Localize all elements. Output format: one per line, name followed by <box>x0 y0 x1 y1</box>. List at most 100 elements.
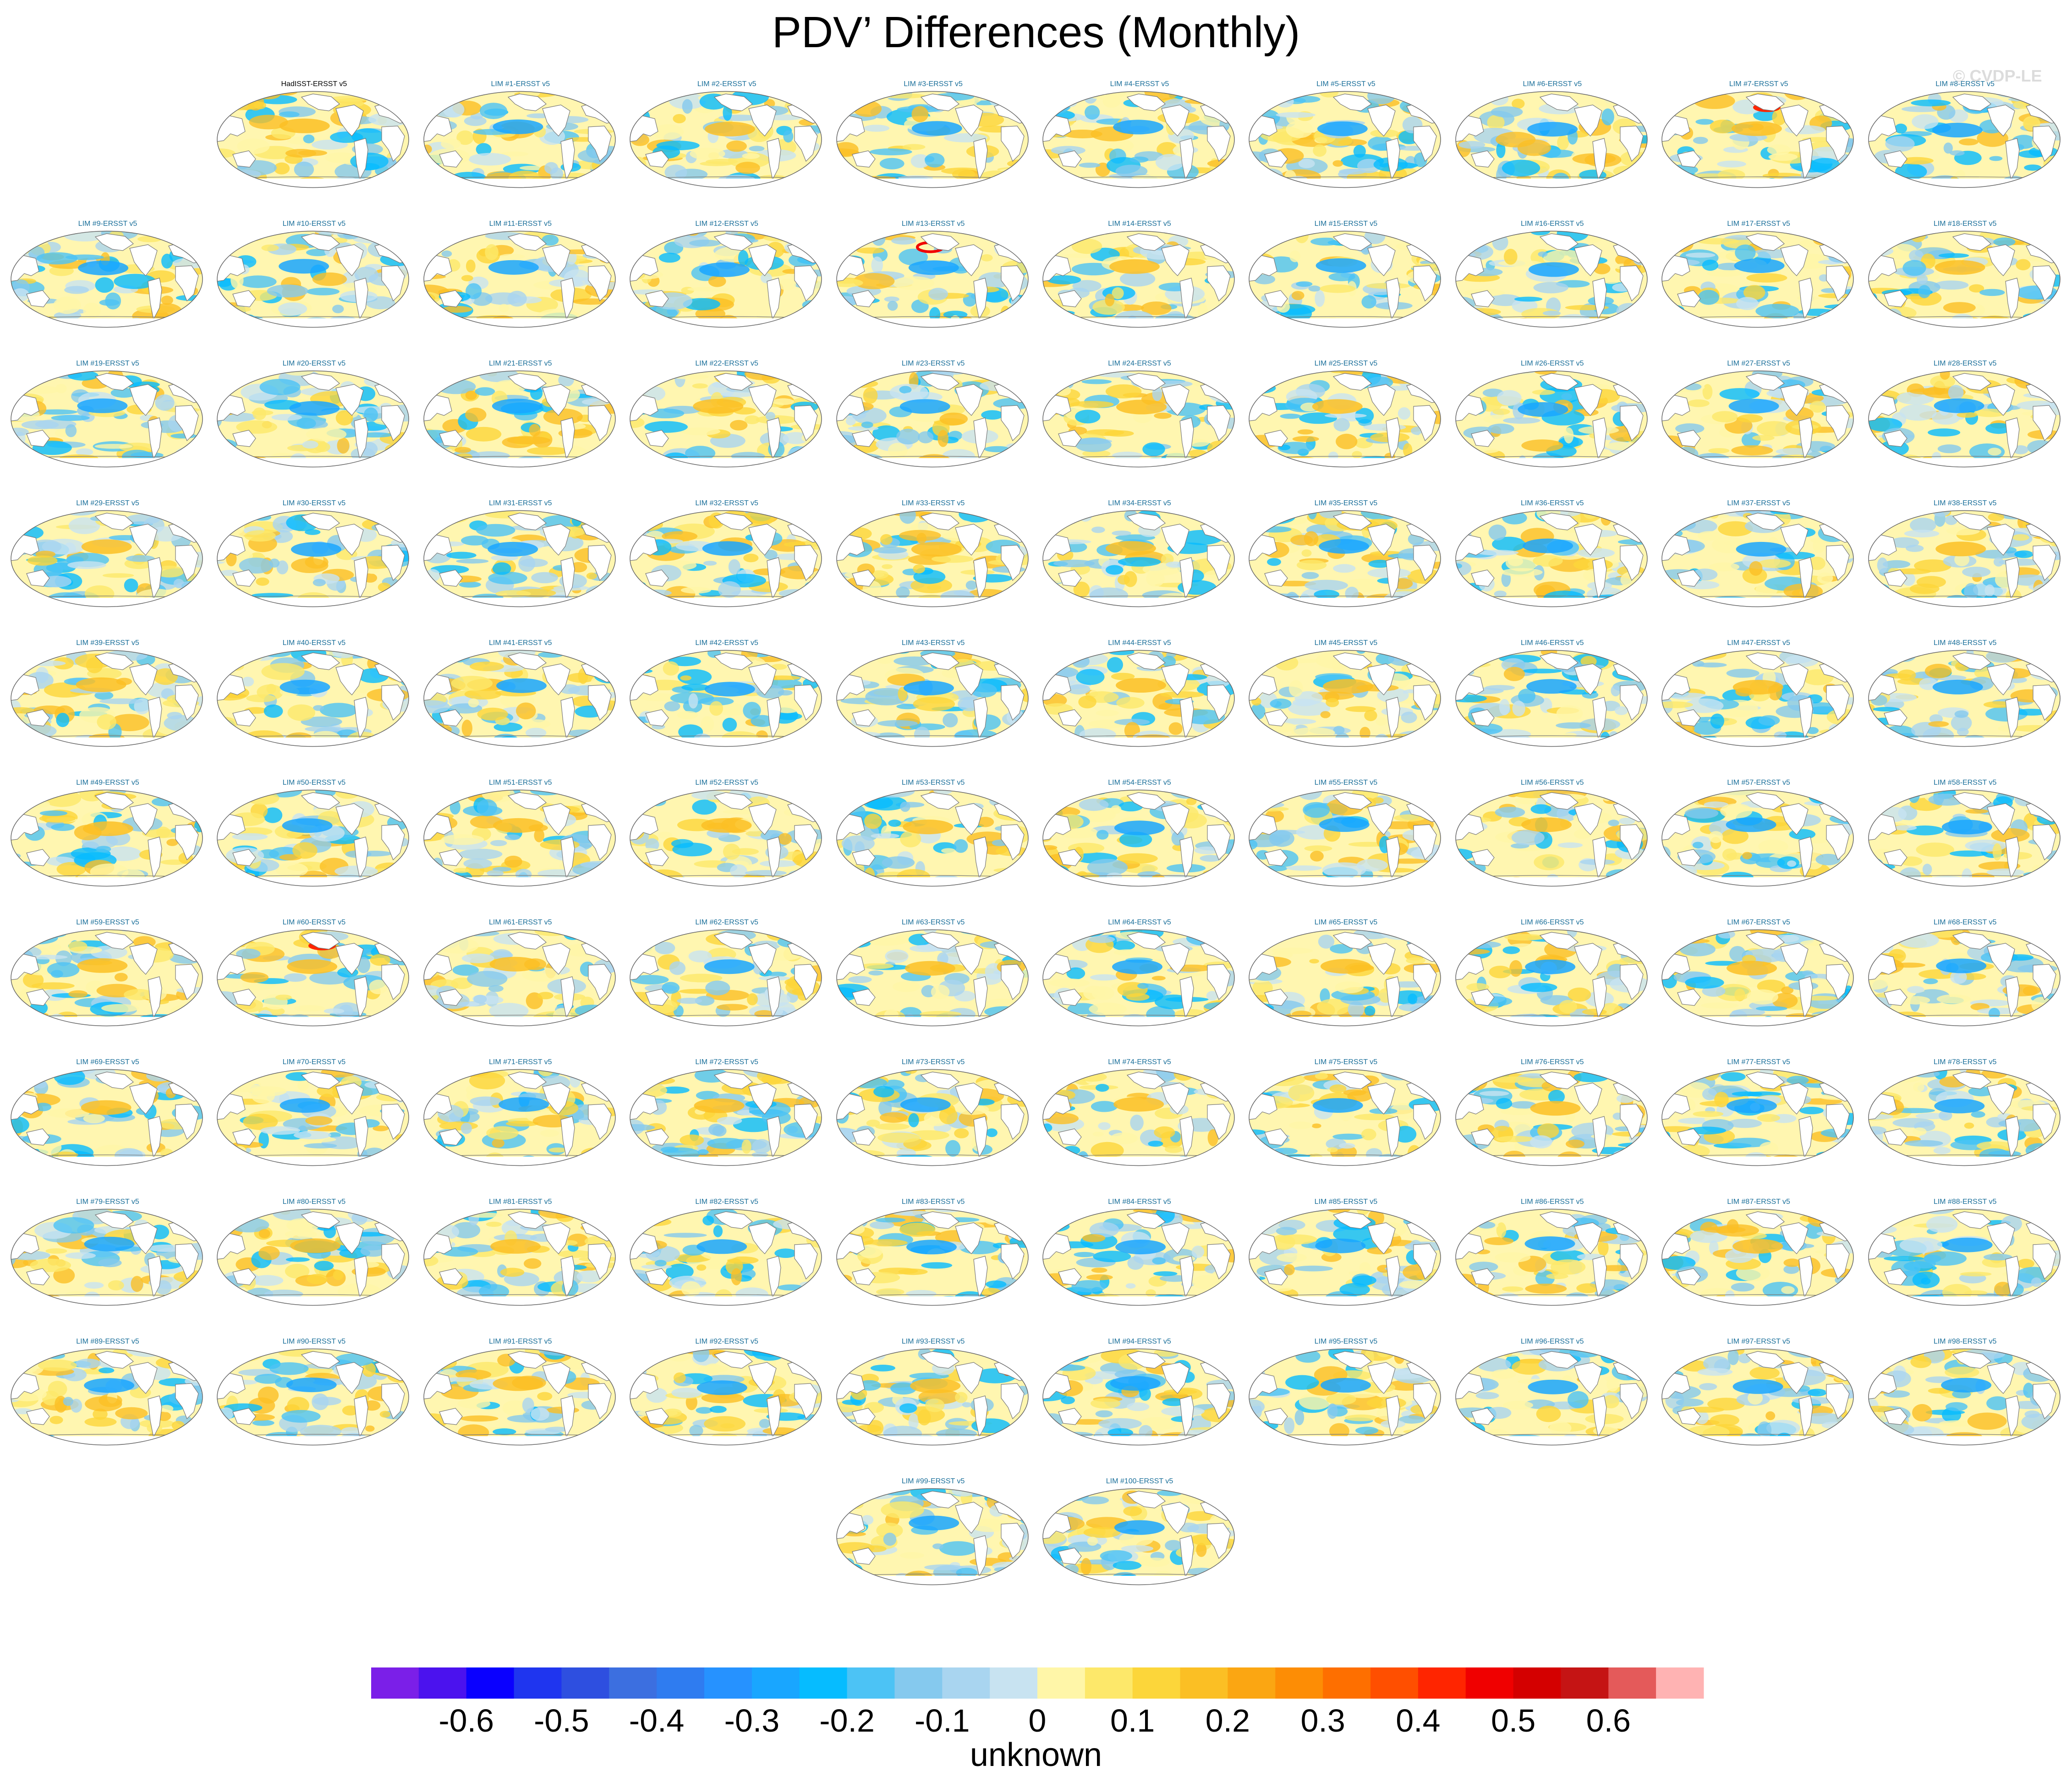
anomaly-patch <box>1563 427 1574 443</box>
anomaly-patch <box>596 167 612 172</box>
anomaly-patch <box>381 177 409 187</box>
anomaly-patch <box>171 371 203 377</box>
map-border <box>630 789 822 887</box>
anomaly-patch <box>2048 514 2060 525</box>
anomaly-patch <box>1924 664 1951 678</box>
land-mass <box>1986 524 2015 556</box>
anomaly-patch <box>1047 275 1081 284</box>
map-border <box>1455 370 1648 468</box>
anomaly-patch <box>475 387 495 396</box>
anomaly-patch <box>1319 817 1370 832</box>
anomaly-patch <box>581 599 615 605</box>
land-mass <box>954 524 983 556</box>
anomaly-patch <box>1004 98 1028 105</box>
anomaly-patch <box>1214 650 1234 661</box>
map-panel: LIM #49-ERSST v5 <box>7 779 208 898</box>
anomaly-patch <box>1114 820 1165 836</box>
anomaly-patch <box>1844 156 1854 173</box>
anomaly-patch <box>1249 231 1284 237</box>
panel-title: LIM #20-ERSST v5 <box>282 360 346 367</box>
anomaly-patch <box>1426 91 1441 96</box>
map-border <box>217 789 410 887</box>
anomaly-patch <box>577 234 602 240</box>
anomaly-patch <box>1868 372 1905 377</box>
land-mass <box>1539 233 1579 251</box>
anomaly-patch <box>703 561 717 566</box>
map-panel: LIM #21-ERSST v5 <box>420 360 621 479</box>
anomaly-patch <box>634 595 666 600</box>
anomaly-patch <box>493 119 543 134</box>
anomaly-patch <box>1662 588 1684 595</box>
anomaly-patch <box>681 683 710 691</box>
anomaly-patch <box>976 817 994 827</box>
anomaly-patch <box>477 799 497 816</box>
anomaly-patch <box>953 839 968 853</box>
anomaly-patch <box>1746 273 1787 283</box>
land-mass <box>1952 652 1991 670</box>
anomaly-patch <box>1161 553 1174 565</box>
anomaly-patch <box>285 149 317 158</box>
land-mass <box>1798 697 1813 739</box>
anomaly-patch <box>1868 790 1875 797</box>
antarctica <box>217 877 409 886</box>
anomaly-patch <box>809 793 822 807</box>
anomaly-patch <box>1868 321 1896 328</box>
antarctica <box>11 318 203 328</box>
anomaly-patch <box>463 858 492 869</box>
anomaly-patch <box>1212 511 1228 525</box>
land-mass <box>851 849 876 866</box>
land-mass <box>232 150 257 168</box>
antarctica <box>1043 877 1234 886</box>
land-mass <box>767 836 781 879</box>
anomaly-patch <box>580 91 615 95</box>
anomaly-patch <box>2031 864 2045 875</box>
anomaly-patch <box>126 555 155 562</box>
anomaly-patch <box>1007 315 1028 327</box>
land-mass <box>354 557 368 600</box>
anomaly-patch <box>1269 830 1295 847</box>
anomaly-patch <box>1427 231 1441 243</box>
anomaly-patch <box>1011 231 1028 241</box>
anomaly-patch <box>709 701 724 716</box>
antarctica <box>1662 318 1854 328</box>
anomaly-patch <box>1899 157 1934 164</box>
anomaly-patch <box>469 661 504 672</box>
map-plot <box>11 230 203 328</box>
land-mass <box>354 138 368 180</box>
land-mass <box>794 405 818 442</box>
anomaly-patch <box>1502 159 1540 177</box>
anomaly-patch <box>1868 239 1892 246</box>
map-plot <box>1661 650 1854 747</box>
anomaly-patch <box>54 311 82 320</box>
land-mass <box>1883 430 1908 447</box>
antarctica <box>217 318 409 328</box>
anomaly-patch <box>354 267 378 283</box>
land-mass <box>1000 545 1025 581</box>
anomaly-patch <box>814 515 822 530</box>
land-mass <box>794 126 818 162</box>
land-mass <box>1179 417 1194 460</box>
land-mass <box>301 373 340 391</box>
anomaly-patch <box>1091 526 1105 533</box>
anomaly-patch <box>1496 142 1506 159</box>
land-mass <box>1952 233 1991 251</box>
map-plot <box>1042 370 1235 468</box>
panel-title: LIM #52-ERSST v5 <box>695 779 758 787</box>
land-mass <box>1470 709 1495 727</box>
anomaly-patch <box>853 100 882 117</box>
anomaly-patch <box>1249 510 1282 517</box>
land-mass <box>1798 417 1813 460</box>
anomaly-patch <box>1806 600 1831 607</box>
anomaly-patch <box>1058 371 1076 380</box>
anomaly-patch <box>708 275 726 287</box>
land-mass <box>1207 265 1231 302</box>
anomaly-patch <box>662 531 698 541</box>
anomaly-patch <box>574 316 606 328</box>
anomaly-patch <box>367 371 384 381</box>
land-mass <box>94 233 134 251</box>
land-mass <box>1126 652 1166 670</box>
land-mass <box>148 278 162 320</box>
anomaly-patch <box>241 231 265 241</box>
anomaly-patch <box>677 669 712 685</box>
land-mass <box>148 836 162 879</box>
